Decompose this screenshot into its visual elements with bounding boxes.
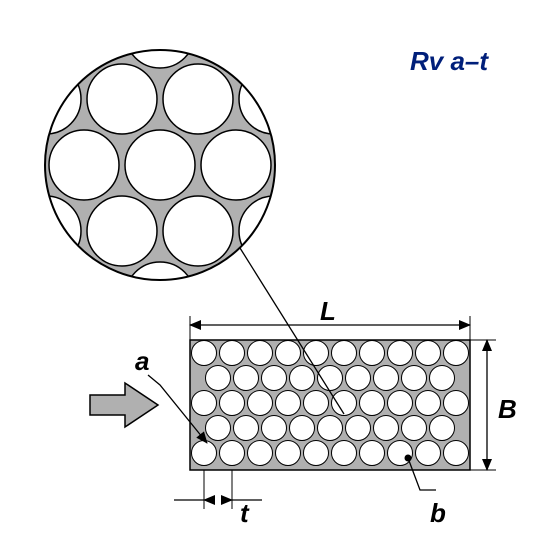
dimension-b-width: B [470, 340, 517, 470]
pattern-code-title: Rv a–t [410, 46, 489, 76]
label-a: a [135, 346, 149, 376]
perforation-diagram: Rv a–t L B t a b [0, 0, 550, 550]
label-t: t [240, 498, 250, 528]
dimension-l: L [190, 296, 470, 340]
label-l: L [320, 296, 336, 326]
perforated-sheet [190, 340, 470, 470]
direction-arrow-icon [90, 383, 158, 427]
label-b-hole: b [430, 498, 446, 528]
magnifier-detail [0, 0, 385, 332]
label-b-width: B [498, 394, 517, 424]
dimension-t: t [174, 470, 262, 528]
